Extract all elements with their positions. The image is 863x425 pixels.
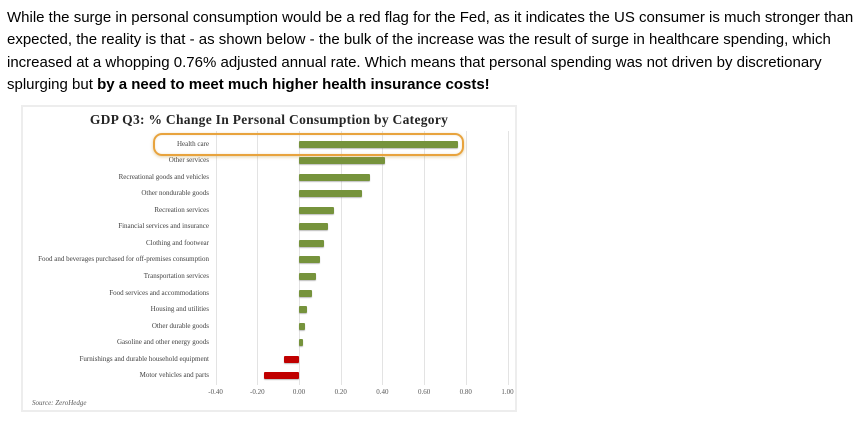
x-axis-tick-label: -0.40 bbox=[208, 388, 223, 396]
gridline bbox=[465, 131, 467, 385]
bar-positive bbox=[299, 140, 458, 148]
category-label: Other nondurable goods bbox=[141, 189, 209, 198]
gridline bbox=[382, 131, 384, 385]
category-label: Motor vehicles and parts bbox=[139, 371, 209, 380]
x-axis-tick-label: 0.40 bbox=[376, 388, 389, 396]
category-label: Gasoline and other energy goods bbox=[116, 338, 209, 347]
category-label: Furnishings and durable household equipm… bbox=[79, 354, 209, 363]
category-label: Financial services and insurance bbox=[118, 222, 209, 231]
bar-positive bbox=[299, 322, 306, 330]
x-axis-tick-label: -0.20 bbox=[250, 388, 265, 396]
category-label: Housing and utilities bbox=[150, 305, 209, 313]
bar-positive bbox=[299, 190, 362, 198]
category-label: Clothing and footwear bbox=[146, 238, 209, 247]
x-axis-tick-label: 0.80 bbox=[459, 388, 472, 396]
x-axis-tick-label: 0.00 bbox=[292, 388, 306, 396]
category-label: Transportation services bbox=[143, 271, 209, 280]
chart-panel: GDP Q3: % Change In Personal Consumption… bbox=[21, 105, 517, 412]
bar-positive bbox=[299, 173, 370, 181]
chart-title: GDP Q3: % Change In Personal Consumption… bbox=[89, 112, 449, 127]
bar-negative bbox=[263, 372, 299, 380]
category-label: Recreational goods and vehicles bbox=[118, 172, 209, 181]
category-label: Food services and accommodations bbox=[109, 288, 209, 297]
x-axis-tick-label: 0.60 bbox=[417, 388, 431, 396]
x-axis-tick-label: 0.20 bbox=[334, 388, 347, 396]
category-label: Other services bbox=[168, 156, 209, 164]
bar-positive bbox=[299, 206, 335, 214]
category-label: Food and beverages purchased for off-pre… bbox=[38, 255, 209, 264]
bar-positive bbox=[299, 272, 316, 280]
bar-positive bbox=[299, 157, 385, 164]
gridline bbox=[340, 131, 342, 385]
bar-negative bbox=[284, 355, 299, 363]
gridline bbox=[424, 131, 426, 385]
bar-positive bbox=[299, 339, 304, 347]
bar-positive bbox=[299, 223, 329, 231]
category-label: Recreation services bbox=[154, 205, 209, 214]
bar-positive bbox=[299, 306, 308, 313]
gridline bbox=[215, 131, 217, 385]
intro-paragraph: While the surge in personal consumption … bbox=[7, 7, 858, 96]
bar-positive bbox=[299, 289, 312, 297]
category-label: Health care bbox=[176, 139, 209, 148]
source-note: Source: ZeroHedge bbox=[32, 399, 87, 407]
intro-text: While the surge in personal consumption … bbox=[7, 9, 854, 93]
x-axis-tick-label: 1.00 bbox=[501, 388, 514, 396]
bar-positive bbox=[299, 256, 320, 264]
bar-positive bbox=[299, 239, 324, 247]
gridline bbox=[257, 131, 259, 385]
category-label: Other durable goods bbox=[151, 321, 209, 330]
highlight-box bbox=[153, 132, 464, 156]
intro-bold-text: by a need to meet much higher health ins… bbox=[97, 75, 490, 93]
gridline bbox=[507, 131, 509, 385]
